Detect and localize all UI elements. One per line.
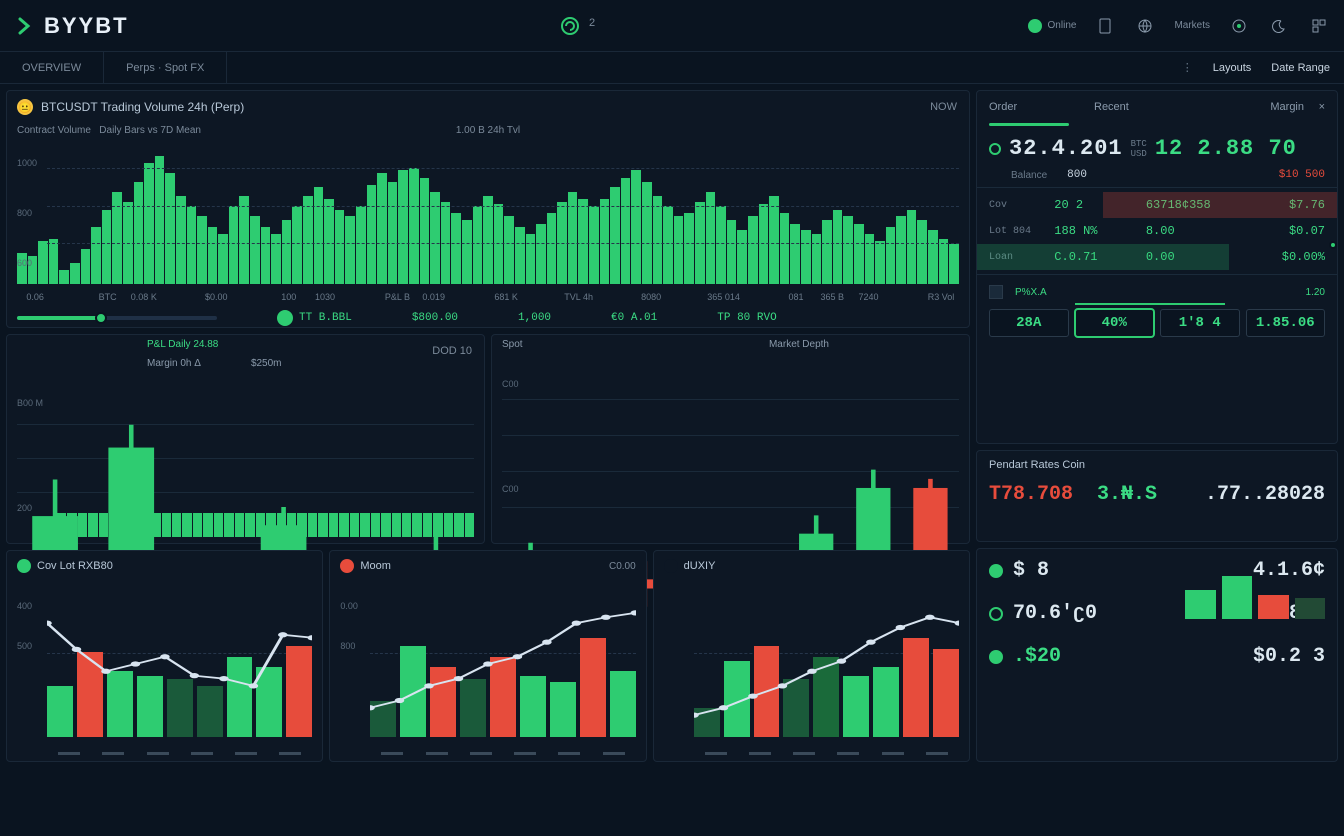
price-1: 32.4.201	[1009, 136, 1123, 161]
mini-title: dUXIY	[654, 551, 969, 581]
logo-icon	[14, 15, 36, 37]
rate-value: 3.₦.S	[1097, 483, 1205, 506]
dot-icon	[664, 559, 678, 573]
pnl-chart[interactable]: B00 M 200	[7, 373, 484, 543]
orderbook-row[interactable]: LoanC.0.710.00$0.00%	[977, 244, 1337, 270]
volume-x-axis: 0.06BTC0.08 K$0.001001030P&L B0.019681 K…	[7, 288, 969, 306]
type-value: 1.20	[1306, 287, 1325, 298]
type-label[interactable]: P%X.A	[1015, 287, 1047, 298]
layout-icon[interactable]	[1308, 15, 1330, 37]
pnl-panel: P&L Daily 24.88 Margin 0h Δ $250m DOD 10…	[6, 334, 485, 544]
rate-value: T78.708	[989, 483, 1097, 506]
stat-dot-icon	[277, 310, 293, 326]
more-icon[interactable]: ⋮	[1182, 61, 1193, 74]
stat-3: €0 A.01	[611, 312, 657, 324]
price-primary: 32.4.201 BTCUSD 12 2.88 70	[977, 130, 1337, 167]
price-2: 12 2.88 70	[1155, 136, 1297, 161]
dot-icon	[989, 650, 1003, 664]
sync-icon[interactable]	[561, 17, 579, 35]
close-icon[interactable]: ×	[1304, 101, 1325, 113]
volume-title: 😐 BTCUSDT Trading Volume 24h (Perp)	[7, 91, 969, 123]
gear-icon[interactable]	[1228, 15, 1250, 37]
rate-value: .77..28028	[1205, 483, 1325, 506]
brand-name: BYYBT	[44, 13, 129, 39]
type-icon[interactable]	[989, 285, 1003, 299]
subheader: OVERVIEW Perps · Spot FX ⋮ Layouts Date …	[0, 52, 1344, 84]
volume-panel: 😐 BTCUSDT Trading Volume 24h (Perp) Cont…	[6, 90, 970, 328]
mini-panel-1: MoomC0.000.00800	[329, 550, 646, 762]
tab-overview[interactable]: OVERVIEW	[0, 52, 104, 84]
dot-icon	[17, 559, 31, 573]
tab-order[interactable]: Order	[989, 101, 1094, 113]
brand-logo[interactable]: BYYBT	[14, 13, 129, 39]
order-input-2[interactable]: 1'8 4	[1160, 309, 1240, 337]
moon-icon[interactable]	[1268, 15, 1290, 37]
price-dot-icon	[989, 143, 1001, 155]
smile-icon: 😐	[17, 99, 33, 115]
pnl-title: P&L Daily 24.88	[7, 335, 484, 354]
sync-count: 2	[589, 17, 595, 35]
mini-title: MoomC0.00	[330, 551, 645, 581]
spot-chart[interactable]: C00 C00	[492, 354, 969, 534]
orderbook-row[interactable]: Lot 804188 N%8.00$0.07	[977, 218, 1337, 244]
dot-icon	[340, 559, 354, 573]
pnl-subtitle: Margin 0h Δ $250m	[7, 354, 484, 373]
status-dot-icon	[1028, 19, 1042, 33]
stat-1: $800.00	[412, 312, 458, 324]
volume-title-text: BTCUSDT Trading Volume 24h (Perp)	[41, 100, 244, 114]
stat-2: 1,000	[518, 312, 551, 324]
daterange-link[interactable]: Date Range	[1271, 62, 1330, 74]
tab-perps[interactable]: Perps · Spot FX	[104, 52, 227, 84]
order-inputs: 28A40%1'8 41.85.06	[977, 305, 1337, 341]
layouts-link[interactable]: Layouts	[1213, 62, 1252, 74]
summary-bars	[1185, 559, 1325, 619]
subheader-right: ⋮ Layouts Date Range	[1182, 61, 1344, 74]
order-indicator	[1075, 303, 1225, 305]
dot-icon	[989, 564, 1003, 578]
mini-panel-2: dUXIY	[653, 550, 970, 762]
tab-recent[interactable]: Recent	[1094, 101, 1199, 113]
margin-label: Margin	[1199, 101, 1304, 113]
header-right: Online Markets	[1028, 15, 1330, 37]
doc-icon[interactable]	[1094, 15, 1116, 37]
mini-chart[interactable]	[654, 581, 969, 761]
mini-chart[interactable]: 400500	[7, 581, 322, 761]
order-type-row: P%X.A 1.20	[977, 279, 1337, 305]
volume-slider[interactable]	[17, 316, 217, 320]
status-pill[interactable]: Online	[1028, 19, 1077, 33]
mini-title: Cov Lot RXB80	[7, 551, 322, 581]
header-center: 2	[129, 17, 1028, 35]
rates-panel: Pendart Rates Coin T78.7083.₦.S.77..2802…	[976, 450, 1338, 542]
summary-panel: $ 84.1.6¢70.6'ʗ05.819.$20$0.2 3	[976, 548, 1338, 762]
summary-row: .$20$0.2 3	[977, 635, 1337, 678]
markets-link[interactable]: Markets	[1174, 20, 1210, 31]
volume-stats: TT B.BBL $800.00 1,000 €0 A.01 TP 80 RVO	[7, 306, 969, 334]
spot-title: Spot Market Depth	[492, 335, 969, 354]
rates-title: Pendart Rates Coin	[977, 451, 1337, 479]
mini-panel-0: Cov Lot RXB80400500	[6, 550, 323, 762]
order-input-1[interactable]: 40%	[1075, 309, 1155, 337]
stat-4: TP 80 RVO	[717, 312, 776, 324]
stat-0: TT B.BBL	[299, 312, 352, 324]
corner-label: NOW	[930, 101, 957, 113]
header: BYYBT 2 Online Markets	[0, 0, 1344, 52]
balance-row: Balance 800 $10 500	[977, 167, 1337, 183]
order-input-0[interactable]: 28A	[989, 309, 1069, 337]
volume-bars[interactable]: 1000800600	[7, 138, 969, 288]
tab-indicator	[989, 123, 1069, 126]
pnl-volume-bars	[57, 483, 474, 537]
pnl-corner: DOD 10	[432, 345, 472, 357]
orderbook-row[interactable]: Cov20 263718¢358$7.76	[977, 192, 1337, 218]
rates-numbers: T78.7083.₦.S.77..28028	[977, 479, 1337, 514]
orderbook-panel: Order Recent Margin × 32.4.201 BTCUSD 12…	[976, 90, 1338, 444]
mini-chart[interactable]: 0.00800	[330, 581, 645, 761]
globe-icon[interactable]	[1134, 15, 1156, 37]
order-input-3[interactable]: 1.85.06	[1246, 309, 1326, 337]
volume-subtitle: Contract Volume Daily Bars vs 7D Mean 1.…	[7, 123, 969, 138]
spot-panel: Spot Market Depth C00 C00	[491, 334, 970, 544]
breadcrumb: OVERVIEW Perps · Spot FX	[0, 52, 227, 84]
dot-icon	[989, 607, 1003, 621]
orderbook-tabs: Order Recent Margin ×	[977, 91, 1337, 119]
status-label: Online	[1048, 20, 1077, 31]
